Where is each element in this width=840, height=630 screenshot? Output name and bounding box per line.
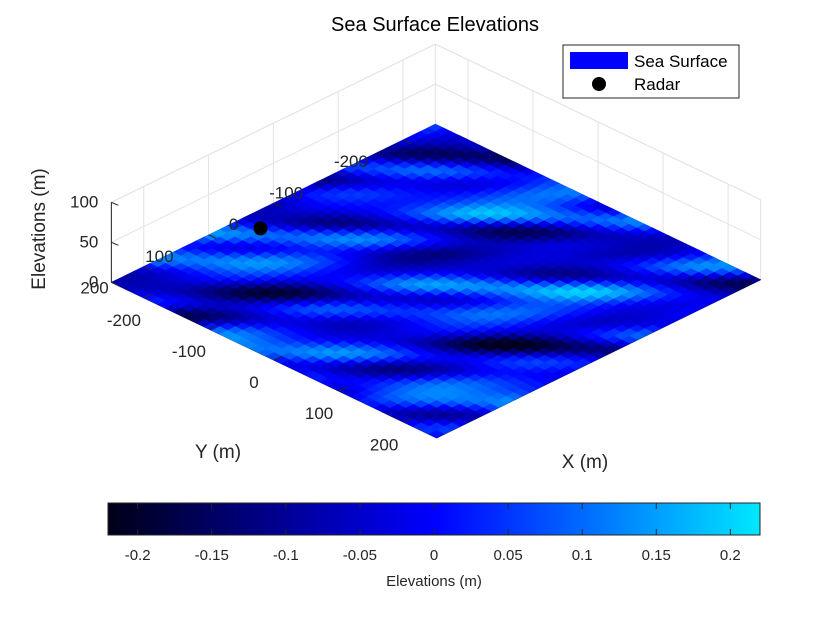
x-tick-label: 100: [305, 404, 333, 423]
x-tick-label: 0: [249, 373, 258, 392]
colorbar-ticks: -0.2 -0.15 -0.1 -0.05 0 0.05 0.1 0.15 0.2: [125, 503, 741, 564]
colorbar-tick-label: 0.05: [493, 547, 522, 564]
legend-swatch-sea-surface: [570, 52, 628, 69]
y-tick-label: 100: [145, 247, 173, 266]
x-axis-label: X (m): [562, 452, 608, 473]
gridline: [111, 43, 436, 203]
colorbar-tick-label: 0.1: [572, 547, 593, 564]
y-tick-label: 200: [80, 279, 108, 298]
z-tick-label: 0: [89, 272, 98, 291]
z-tick-label: 50: [79, 232, 98, 251]
y-tick-labels: -200 -100 0 100 200: [80, 139, 411, 298]
x-tick-label: 200: [370, 435, 398, 454]
x-tick-mark: [208, 324, 217, 330]
chart-title: Sea Surface Elevations: [331, 14, 539, 36]
sea-surface: [110, 123, 762, 439]
colorbar-tick-label: -0.1: [273, 547, 299, 564]
gridline: [111, 83, 436, 243]
z-tick-mark: [111, 241, 119, 246]
legend-label-sea-surface: Sea Surface: [634, 52, 728, 71]
z-tick-mark: [111, 281, 119, 286]
colorbar: -0.2 -0.15 -0.1 -0.05 0 0.05 0.1 0.15 0.2 Elevat…: [107, 502, 761, 590]
y-tick-mark: [208, 234, 217, 240]
x-tick-labels: -200 -100 0 100 200: [107, 293, 413, 454]
x-tick-mark: [273, 355, 282, 361]
radar-marker: [253, 221, 268, 236]
y-axis-label: Y (m): [195, 442, 241, 463]
y-tick-mark: [143, 266, 152, 271]
x-tick-mark: [338, 386, 348, 392]
colorbar-tick-label: -0.2: [125, 547, 151, 564]
legend-marker-radar: [592, 77, 606, 91]
y-tick-label: -100: [269, 184, 303, 203]
x-tick-label: -200: [107, 311, 141, 330]
y-tick-mark: [402, 139, 411, 145]
colorbar-tick-label: 0: [430, 547, 438, 564]
y-tick-label: -200: [334, 152, 368, 171]
colorbar-tick-label: 0.2: [720, 547, 741, 564]
gridline: [435, 43, 761, 201]
x-tick-label: -100: [172, 342, 206, 361]
colorbar-tick-label: -0.15: [195, 547, 229, 564]
z-axis-label: Elevations (m): [29, 168, 50, 289]
y-tick-mark: [273, 202, 282, 208]
colorbar-tick-label: -0.05: [343, 547, 377, 564]
gridline: [435, 83, 761, 241]
x-tick-mark: [143, 293, 152, 299]
legend: Sea Surface Radar: [562, 44, 740, 99]
legend-label-radar: Radar: [634, 75, 681, 94]
z-tick-labels: 0 50 100: [70, 192, 119, 291]
colorbar-tick-label: 0.15: [642, 547, 671, 564]
x-tick-mark: [403, 418, 413, 423]
surface-cell: [428, 430, 445, 439]
y-tick-mark: [337, 171, 347, 176]
z-tick-mark: [111, 201, 119, 206]
y-tick-label: 0: [229, 215, 238, 234]
colorbar-label: Elevations (m): [386, 573, 482, 590]
z-tick-label: 100: [70, 192, 98, 211]
